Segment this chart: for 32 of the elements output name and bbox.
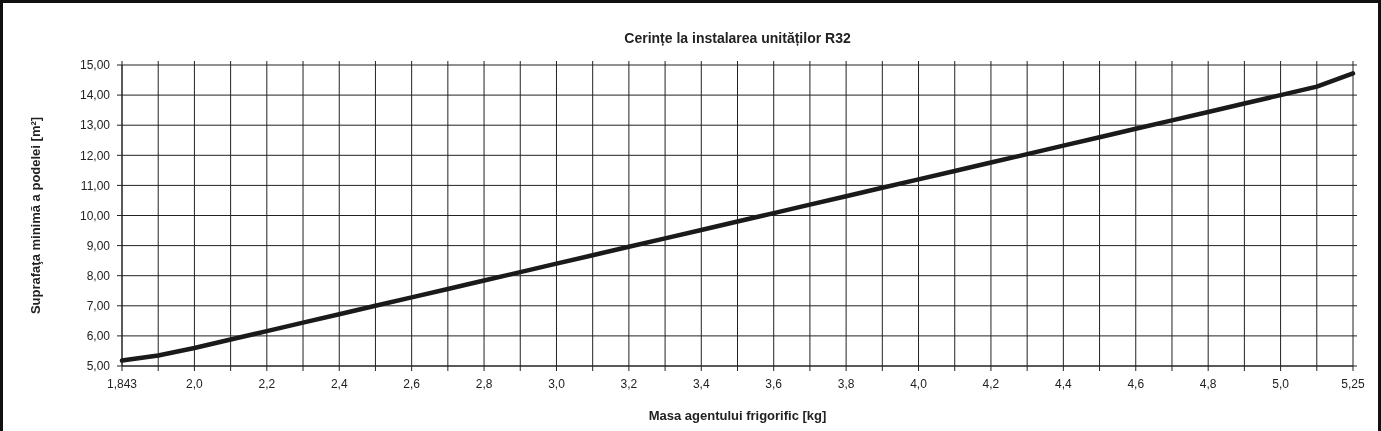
x-tick-label: 3,0 xyxy=(548,377,566,391)
y-tick-label: 7,00 xyxy=(86,299,111,313)
y-tick-label: 8,00 xyxy=(86,268,111,283)
x-tick-label: 4,2 xyxy=(982,377,1000,391)
y-tick-label: 10,00 xyxy=(79,208,111,223)
x-tick-label: 4,6 xyxy=(1127,377,1145,391)
y-tick-label: 14,00 xyxy=(79,88,111,103)
x-tick-label: 3,6 xyxy=(765,377,783,391)
y-axis-title: Suprafaţa minimă a podelei [m²] xyxy=(28,116,43,315)
x-tick-label: 3,8 xyxy=(837,377,855,391)
y-tick-label: 9,00 xyxy=(86,238,111,253)
x-tick-label: 4,8 xyxy=(1199,377,1217,391)
x-tick-label: 1,843 xyxy=(106,377,138,391)
x-tick-label: 3,4 xyxy=(692,377,710,391)
x-tick-label: 2,6 xyxy=(403,377,421,391)
y-tick-label: 5,00 xyxy=(86,359,111,374)
x-tick-label: 2,4 xyxy=(330,377,348,391)
x-tick-label: 2,0 xyxy=(186,377,204,391)
x-tick-label: 4,0 xyxy=(910,377,928,391)
x-tick-label: 2,2 xyxy=(258,377,276,391)
x-tick-label: 3,2 xyxy=(620,377,638,391)
chart-title: Cerințe la instalarea unităților R32 xyxy=(624,30,851,46)
x-tick-label: 5,25 xyxy=(1341,377,1365,391)
x-tick-label: 2,8 xyxy=(475,377,493,391)
y-tick-label: 12,00 xyxy=(79,148,111,163)
y-tick-label: 15,00 xyxy=(79,58,111,73)
y-tick-label: 6,00 xyxy=(86,329,111,344)
y-tick-label: 13,00 xyxy=(79,118,111,133)
y-tick-label: 11,00 xyxy=(80,178,111,193)
x-tick-label: 5,0 xyxy=(1272,377,1290,391)
x-tick-label: 4,4 xyxy=(1055,377,1073,391)
x-axis-title: Masa agentului frigorific [kg] xyxy=(648,408,827,423)
